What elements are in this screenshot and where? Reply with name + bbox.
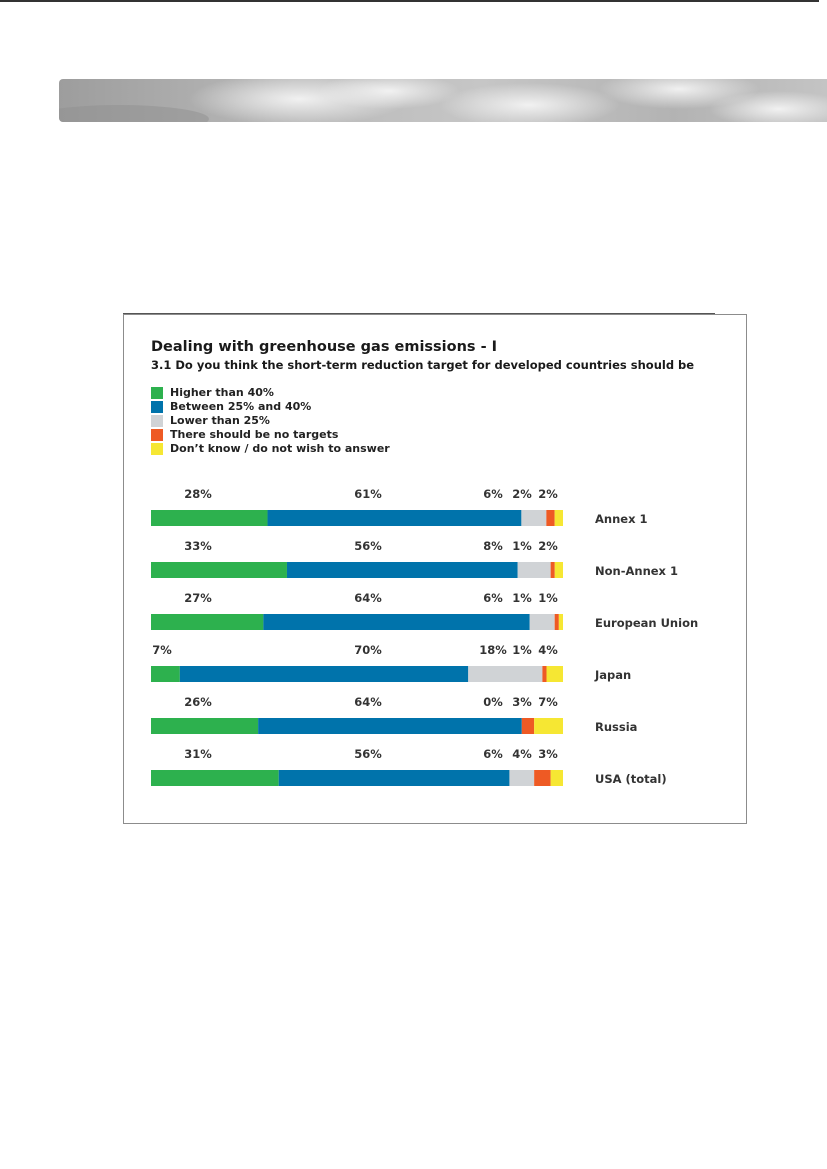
legend-label: Higher than 40%	[170, 386, 274, 399]
bar-segment-usa-total-don-t-know-do-not-wish-to-answer	[550, 770, 563, 786]
legend-label: Don’t know / do not wish to answer	[170, 442, 390, 455]
bar-segment-annex-1-don-t-know-do-not-wish-to-answer	[554, 510, 563, 526]
legend-swatch	[151, 429, 163, 441]
data-label-european-union-between-25-and-40: 64%	[354, 591, 382, 605]
bar-segment-annex-1-there-should-be-no-targets	[546, 510, 555, 526]
category-label-usa-total: USA (total)	[595, 772, 667, 786]
legend-label: There should be no targets	[170, 428, 339, 441]
data-label-russia-higher-than-40: 26%	[184, 695, 212, 709]
data-label-japan-there-should-be-no-targets: 1%	[512, 643, 532, 657]
data-label-usa-total-lower-than-25: 6%	[483, 747, 503, 761]
bar-segment-non-annex-1-between-25-and-40	[286, 562, 518, 578]
bar-segment-japan-there-should-be-no-targets	[542, 666, 547, 682]
data-label-japan-higher-than-40: 7%	[152, 643, 172, 657]
bar-segment-annex-1-between-25-and-40	[267, 510, 522, 526]
legend-swatch	[151, 443, 163, 455]
bar-segment-usa-total-there-should-be-no-targets	[534, 770, 551, 786]
data-label-european-union-there-should-be-no-targets: 1%	[512, 591, 532, 605]
bar-segment-japan-lower-than-25	[468, 666, 543, 682]
bar-segment-japan-don-t-know-do-not-wish-to-answer	[546, 666, 563, 682]
data-label-annex-1-lower-than-25: 6%	[483, 487, 503, 501]
bar-segment-european-union-higher-than-40	[151, 614, 264, 630]
bar-segment-usa-total-higher-than-40	[151, 770, 279, 786]
legend-swatch	[151, 415, 163, 427]
category-label-european-union: European Union	[595, 616, 698, 630]
bar-segment-european-union-between-25-and-40	[263, 614, 530, 630]
page-top-rule	[0, 0, 819, 2]
data-label-non-annex-1-between-25-and-40: 56%	[354, 539, 382, 553]
category-label-russia: Russia	[595, 720, 637, 734]
data-label-non-annex-1-don-t-know-do-not-wish-to-answer: 2%	[538, 539, 558, 553]
bar-segment-annex-1-lower-than-25	[521, 510, 547, 526]
bar-segment-non-annex-1-don-t-know-do-not-wish-to-answer	[554, 562, 563, 578]
category-label-non-annex-1: Non-Annex 1	[595, 564, 678, 578]
bar-segment-annex-1-higher-than-40	[151, 510, 268, 526]
data-label-usa-total-higher-than-40: 31%	[184, 747, 212, 761]
bar-segment-european-union-lower-than-25	[529, 614, 555, 630]
bar-segment-non-annex-1-there-should-be-no-targets	[550, 562, 555, 578]
cloud-banner-image	[59, 79, 827, 122]
category-label-annex-1: Annex 1	[595, 512, 648, 526]
data-label-non-annex-1-there-should-be-no-targets: 1%	[512, 539, 532, 553]
data-label-usa-total-between-25-and-40: 56%	[354, 747, 382, 761]
bar-segment-russia-between-25-and-40	[258, 718, 522, 734]
data-label-japan-lower-than-25: 18%	[479, 643, 507, 657]
bar-segment-european-union-don-t-know-do-not-wish-to-answer	[558, 614, 563, 630]
data-label-usa-total-don-t-know-do-not-wish-to-answer: 3%	[538, 747, 558, 761]
legend-label: Between 25% and 40%	[170, 400, 312, 413]
bar-segment-russia-higher-than-40	[151, 718, 259, 734]
data-label-annex-1-between-25-and-40: 61%	[354, 487, 382, 501]
data-label-russia-between-25-and-40: 64%	[354, 695, 382, 709]
bar-segment-japan-higher-than-40	[151, 666, 180, 682]
data-label-russia-lower-than-25: 0%	[483, 695, 503, 709]
data-label-european-union-higher-than-40: 27%	[184, 591, 212, 605]
bar-segment-russia-don-t-know-do-not-wish-to-answer	[534, 718, 563, 734]
data-label-european-union-lower-than-25: 6%	[483, 591, 503, 605]
bar-segment-russia-there-should-be-no-targets	[521, 718, 535, 734]
bar-segment-usa-total-lower-than-25	[509, 770, 535, 786]
bar-segment-japan-between-25-and-40	[179, 666, 469, 682]
data-label-non-annex-1-higher-than-40: 33%	[184, 539, 212, 553]
bar-segment-usa-total-between-25-and-40	[278, 770, 510, 786]
legend-swatch	[151, 401, 163, 413]
category-label-japan: Japan	[594, 668, 631, 682]
data-label-russia-there-should-be-no-targets: 3%	[512, 695, 532, 709]
data-label-japan-between-25-and-40: 70%	[354, 643, 382, 657]
data-label-european-union-don-t-know-do-not-wish-to-answer: 1%	[538, 591, 558, 605]
data-label-annex-1-don-t-know-do-not-wish-to-answer: 2%	[538, 487, 558, 501]
data-label-japan-don-t-know-do-not-wish-to-answer: 4%	[538, 643, 558, 657]
legend-label: Lower than 25%	[170, 414, 270, 427]
data-label-non-annex-1-lower-than-25: 8%	[483, 539, 503, 553]
legend-swatch	[151, 387, 163, 399]
data-label-annex-1-higher-than-40: 28%	[184, 487, 212, 501]
chart-subtitle: 3.1 Do you think the short-term reductio…	[151, 358, 695, 372]
header-banner	[59, 79, 827, 122]
bar-segment-non-annex-1-higher-than-40	[151, 562, 287, 578]
chart-frame	[123, 314, 747, 824]
data-label-annex-1-there-should-be-no-targets: 2%	[512, 487, 532, 501]
data-label-usa-total-there-should-be-no-targets: 4%	[512, 747, 532, 761]
bar-segment-non-annex-1-lower-than-25	[517, 562, 551, 578]
bar-segment-european-union-there-should-be-no-targets	[554, 614, 559, 630]
data-label-russia-don-t-know-do-not-wish-to-answer: 7%	[538, 695, 558, 709]
chart-title: Dealing with greenhouse gas emissions - …	[151, 339, 498, 355]
